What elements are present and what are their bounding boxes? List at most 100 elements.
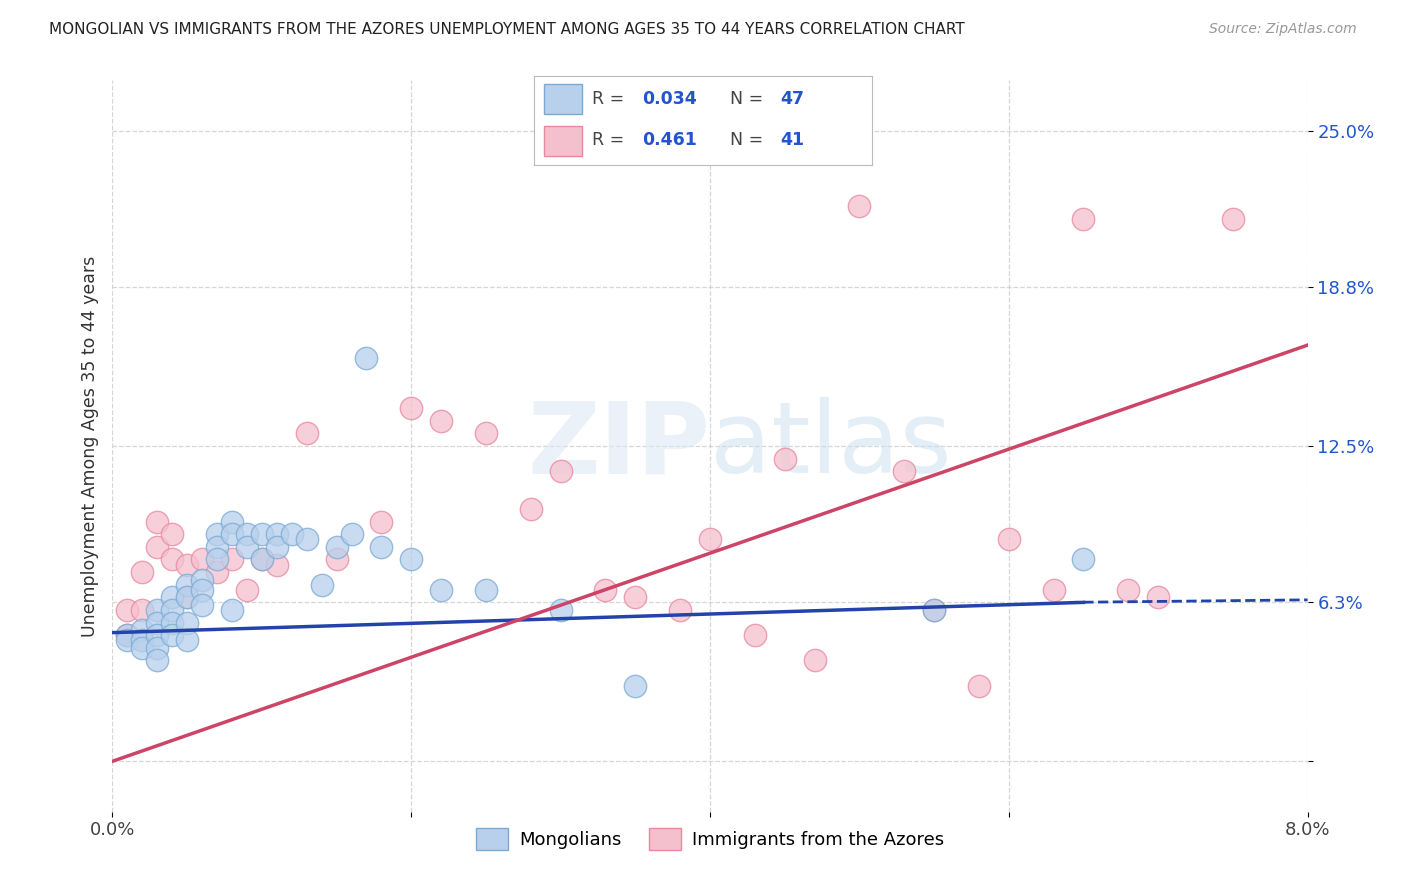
Text: 0.034: 0.034 [643,90,697,108]
Point [295,426,318,441]
Point [967,679,990,693]
Point [325,552,347,566]
Point [1073,552,1095,566]
Point [162,615,183,630]
Text: 41: 41 [780,131,804,149]
Point [205,540,228,554]
Text: R =: R = [592,90,624,108]
Point [176,578,198,592]
Point [236,527,259,541]
Point [131,565,153,579]
Point [295,533,318,547]
Point [236,540,259,554]
Point [1118,582,1140,597]
Point [131,633,153,648]
Point [205,527,228,541]
Point [131,603,153,617]
Point [205,552,228,566]
Point [922,603,945,617]
Text: ZIP: ZIP [527,398,710,494]
Point [146,515,169,529]
Point [550,603,572,617]
Text: 47: 47 [780,90,804,108]
Point [624,591,647,605]
Point [1147,591,1170,605]
Point [430,582,453,597]
Text: N =: N = [730,90,763,108]
Bar [544,126,582,156]
Point [893,464,915,478]
Point [1222,212,1244,227]
Point [221,515,243,529]
Point [250,552,273,566]
Point [325,540,347,554]
Point [669,603,692,617]
Point [1042,582,1064,597]
Point [191,573,214,587]
Point [281,527,304,541]
Point [146,653,169,667]
Text: MONGOLIAN VS IMMIGRANTS FROM THE AZORES UNEMPLOYMENT AMONG AGES 35 TO 44 YEARS C: MONGOLIAN VS IMMIGRANTS FROM THE AZORES … [49,22,965,37]
Point [146,603,169,617]
Point [250,552,273,566]
Point [162,552,183,566]
Point [176,591,198,605]
Point [401,401,423,416]
Point [401,552,423,566]
Point [131,640,153,655]
Point [117,633,139,648]
Point [475,426,498,441]
Point [266,527,288,541]
Point [550,464,572,478]
Point [266,540,288,554]
Point [131,623,153,637]
Point [356,351,378,365]
Point [117,603,139,617]
Point [922,603,945,617]
Point [146,640,169,655]
Point [1073,212,1095,227]
Point [162,527,183,541]
Point [370,540,392,554]
Text: R =: R = [592,131,624,149]
Point [520,502,543,516]
Point [773,451,796,466]
Point [266,558,288,572]
Legend: Mongolians, Immigrants from the Azores: Mongolians, Immigrants from the Azores [468,821,952,857]
Text: N =: N = [730,131,763,149]
Point [236,582,259,597]
Point [250,527,273,541]
Point [117,628,139,642]
Point [191,598,214,612]
Point [848,199,870,213]
Point [162,603,183,617]
Text: Source: ZipAtlas.com: Source: ZipAtlas.com [1209,22,1357,37]
Point [595,582,617,597]
Point [146,628,169,642]
Point [699,533,721,547]
Point [176,633,198,648]
Point [176,591,198,605]
Point [221,527,243,541]
Point [162,628,183,642]
Point [430,414,453,428]
Point [624,679,647,693]
Point [191,552,214,566]
Point [221,603,243,617]
Point [162,591,183,605]
Y-axis label: Unemployment Among Ages 35 to 44 years: Unemployment Among Ages 35 to 44 years [80,255,98,637]
Point [146,540,169,554]
Point [370,515,392,529]
Point [146,615,169,630]
Point [117,628,139,642]
Point [221,552,243,566]
Point [205,565,228,579]
Point [803,653,825,667]
Point [475,582,498,597]
Point [340,527,363,541]
Point [311,578,333,592]
Text: 0.461: 0.461 [643,131,697,149]
Point [176,558,198,572]
Bar [544,84,582,114]
Point [744,628,766,642]
